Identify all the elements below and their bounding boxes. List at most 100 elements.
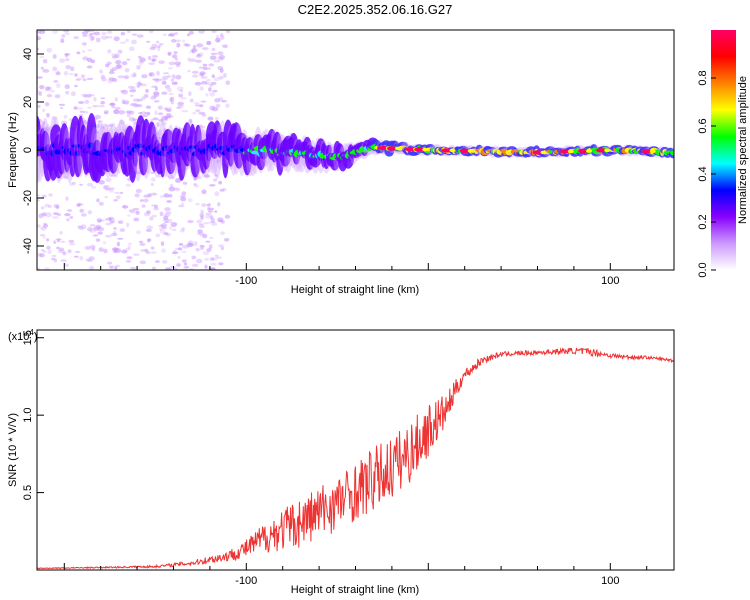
heatmap-cell: [138, 55, 142, 59]
heatmap-cell: [192, 74, 199, 78]
heatmap-cell: [135, 65, 142, 68]
heatmap-cell: [156, 71, 160, 76]
heatmap-cell: [166, 218, 173, 224]
heatmap-cell: [218, 219, 224, 222]
heatmap-cell: [129, 209, 136, 214]
snr-plot-area: [37, 330, 674, 570]
heatmap-cell: [82, 50, 86, 53]
heatmap-cell: [88, 33, 92, 38]
heatmap-cell: [199, 86, 204, 91]
heatmap-cell: [43, 267, 51, 270]
heatmap-cell: [449, 148, 456, 153]
heatmap-cell: [113, 109, 120, 115]
heatmap-cell: [207, 116, 214, 121]
heatmap-cell: [37, 224, 41, 228]
heatmap-cell: [211, 74, 215, 78]
heatmap-cell: [64, 213, 71, 217]
heatmap-cell: [223, 73, 227, 78]
heatmap-cell: [47, 86, 53, 91]
heatmap-cell: [182, 244, 189, 249]
heatmap-cell: [211, 106, 219, 112]
heatmap-cell: [125, 183, 132, 187]
heatmap-cell: [127, 245, 131, 249]
heatmap-cell: [120, 32, 126, 36]
heatmap-cell: [60, 240, 66, 243]
heatmap-cell: [116, 241, 121, 247]
heatmap-cell: [189, 58, 197, 62]
heatmap-cell: [174, 31, 179, 36]
heatmap-cell: [87, 259, 94, 262]
x-tick-label: 100: [601, 275, 619, 287]
heatmap-cell: [80, 224, 87, 230]
heatmap-cell: [189, 118, 193, 124]
heatmap-cell: [77, 225, 81, 229]
heatmap-cell: [97, 120, 104, 123]
heatmap-cell: [146, 225, 153, 230]
heatmap-cell: [79, 256, 84, 261]
heatmap-cell: [65, 64, 71, 70]
heatmap-cell: [200, 215, 204, 221]
heatmap-cell: [132, 118, 137, 121]
heatmap-cell: [42, 250, 47, 254]
heatmap-cell: [144, 248, 149, 253]
heatmap-cell: [37, 76, 43, 79]
heatmap-cell: [129, 89, 137, 93]
heatmap-cell: [93, 97, 97, 102]
heatmap-cell: [173, 51, 178, 55]
heatmap-cell: [159, 195, 165, 198]
heatmap-cell: [118, 110, 125, 115]
heatmap-cell: [42, 223, 49, 228]
heatmap-cell: [168, 193, 173, 198]
heatmap-cell: [201, 80, 208, 85]
y-tick-label: 40: [22, 48, 34, 60]
heatmap-cell: [92, 234, 99, 237]
heatmap-cell: [162, 33, 167, 36]
heatmap-cell: [136, 104, 143, 108]
heatmap-cell: [192, 111, 197, 115]
heatmap-cell: [70, 66, 75, 72]
heatmap-cell: [133, 103, 140, 108]
heatmap-cell: [202, 233, 208, 239]
heatmap-cell: [77, 101, 85, 104]
heatmap-cell: [181, 259, 188, 262]
heatmap-cell: [95, 224, 102, 228]
heatmap-cell: [133, 217, 140, 222]
heatmap-cell: [142, 114, 149, 118]
heatmap-cell: [148, 62, 156, 65]
heatmap-cell: [37, 199, 40, 202]
heatmap-cell: [105, 63, 110, 68]
y-tick-label: 0: [22, 147, 34, 153]
heatmap-cell: [78, 225, 84, 231]
heatmap-cell: [176, 263, 181, 267]
heatmap-cell: [187, 240, 194, 245]
heatmap-cell: [71, 181, 76, 185]
heatmap-cell: [98, 247, 104, 252]
heatmap-cell: [189, 119, 193, 124]
heatmap-cell: [37, 90, 41, 96]
heatmap-cell: [82, 34, 88, 37]
heatmap-cell: [55, 71, 61, 76]
heatmap-cell: [221, 99, 228, 103]
heatmap-cell: [109, 187, 114, 193]
heatmap-cell: [131, 39, 137, 45]
heatmap-cell: [146, 210, 151, 215]
heatmap-cell: [154, 86, 158, 91]
heatmap-cell: [170, 265, 176, 268]
heatmap-cell: [111, 247, 119, 252]
heatmap-cell: [198, 224, 205, 229]
heatmap-cell: [213, 59, 221, 63]
heatmap-cell: [171, 38, 177, 43]
heatmap-cell: [171, 81, 178, 85]
heatmap-cell: [196, 219, 203, 224]
heatmap-cell: [150, 182, 154, 187]
heatmap-cell: [179, 89, 184, 93]
heatmap-cell: [95, 37, 101, 43]
snr-scale-label: (x104): [8, 328, 38, 343]
heatmap-cell: [100, 101, 105, 105]
heatmap-cell: [86, 65, 93, 69]
heatmap-cell: [164, 116, 168, 121]
heatmap-cell: [97, 231, 103, 235]
heatmap-cell: [202, 251, 210, 256]
heatmap-cell: [56, 246, 60, 250]
heatmap-cell: [167, 87, 172, 93]
